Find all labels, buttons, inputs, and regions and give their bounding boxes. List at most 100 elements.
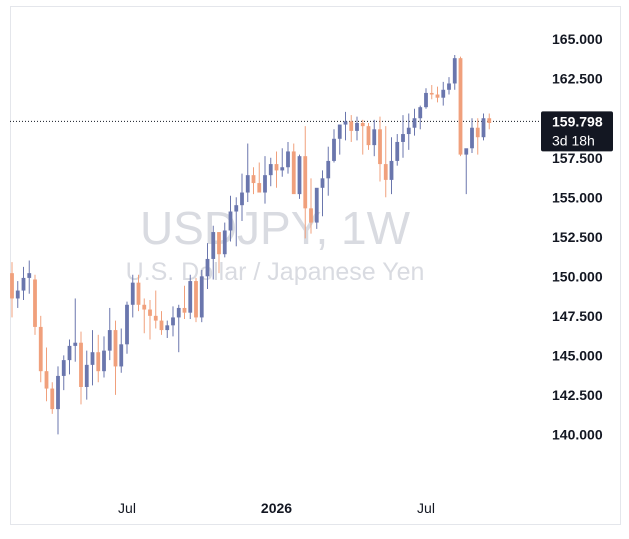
candle-body (441, 89, 446, 98)
candle[interactable] (171, 306, 175, 337)
candle[interactable] (274, 151, 279, 188)
candle[interactable] (406, 113, 411, 150)
candle[interactable] (343, 111, 348, 141)
candle[interactable] (119, 328, 124, 373)
candle[interactable] (337, 124, 342, 155)
candle[interactable] (211, 225, 216, 280)
candle-body (389, 160, 394, 180)
candle[interactable] (475, 118, 480, 155)
candle[interactable] (102, 336, 106, 378)
candle[interactable] (314, 187, 319, 229)
candle[interactable] (113, 320, 118, 395)
price-tick-label: 147.500 (552, 308, 603, 324)
candle[interactable] (38, 315, 43, 383)
candle[interactable] (366, 122, 371, 150)
candle[interactable] (165, 320, 170, 338)
candle[interactable] (424, 88, 428, 109)
candle[interactable] (130, 274, 135, 318)
candle[interactable] (464, 148, 469, 195)
candle[interactable] (268, 157, 273, 187)
candle[interactable] (360, 119, 365, 155)
candle[interactable] (297, 154, 302, 199)
candle-body (263, 175, 267, 193)
candle[interactable] (194, 277, 198, 323)
candle[interactable] (159, 311, 164, 335)
candle[interactable] (44, 347, 49, 402)
candle[interactable] (263, 156, 267, 204)
candle[interactable] (280, 148, 285, 177)
candle[interactable] (309, 178, 313, 234)
candle[interactable] (107, 307, 112, 361)
candle[interactable] (153, 290, 158, 329)
candle[interactable] (234, 197, 239, 247)
candle[interactable] (50, 382, 55, 414)
candle[interactable] (125, 301, 129, 354)
candle[interactable] (15, 281, 20, 308)
candle-body (211, 232, 216, 259)
candle[interactable] (458, 56, 463, 157)
candle[interactable] (217, 232, 221, 274)
candle[interactable] (401, 115, 405, 158)
candle[interactable] (303, 126, 308, 239)
candle[interactable] (79, 331, 83, 405)
candle[interactable] (96, 334, 101, 383)
candle[interactable] (429, 85, 434, 100)
candle[interactable] (349, 115, 354, 142)
candle[interactable] (61, 355, 66, 391)
candle[interactable] (222, 222, 227, 258)
price-axis[interactable]: 165.000162.500160.000157.500155.000152.5… (552, 31, 603, 442)
candle[interactable] (188, 274, 193, 320)
candle[interactable] (320, 170, 325, 217)
candle-body (429, 92, 434, 95)
candle[interactable] (73, 298, 78, 362)
candle[interactable] (378, 116, 382, 182)
candle[interactable] (199, 270, 204, 323)
candle[interactable] (84, 350, 89, 400)
candle[interactable] (389, 137, 394, 195)
candle[interactable] (481, 113, 486, 141)
time-axis[interactable]: Jul 2026 Jul (118, 500, 435, 516)
candle[interactable] (487, 113, 492, 130)
candle[interactable] (257, 162, 262, 193)
candle[interactable] (56, 366, 60, 435)
candle[interactable] (326, 146, 331, 196)
candle-body (332, 138, 336, 161)
candle[interactable] (452, 55, 457, 90)
candle[interactable] (205, 243, 210, 289)
candle[interactable] (10, 262, 14, 318)
candle[interactable] (441, 81, 446, 106)
candle[interactable] (245, 143, 250, 203)
candle[interactable] (142, 298, 147, 334)
candle[interactable] (286, 141, 290, 174)
candle[interactable] (21, 266, 26, 301)
candle[interactable] (148, 300, 152, 340)
candle[interactable] (27, 260, 32, 294)
candle-body (309, 208, 313, 223)
candle[interactable] (251, 167, 256, 195)
candle[interactable] (240, 173, 244, 221)
candle[interactable] (372, 119, 377, 157)
candle[interactable] (182, 285, 187, 320)
candle[interactable] (355, 116, 359, 141)
candle[interactable] (176, 304, 181, 353)
candle[interactable] (228, 195, 233, 242)
candle[interactable] (33, 274, 37, 335)
candle[interactable] (418, 105, 423, 130)
candle[interactable] (67, 339, 72, 375)
candle[interactable] (136, 274, 141, 312)
candle-body (217, 232, 221, 255)
candle[interactable] (412, 108, 417, 136)
candle[interactable] (470, 118, 474, 154)
candle-body (424, 92, 428, 108)
candle[interactable] (291, 143, 296, 195)
price-tick-label: 150.000 (552, 268, 603, 284)
candle[interactable] (383, 126, 388, 198)
candle[interactable] (332, 129, 336, 163)
candle[interactable] (435, 86, 440, 103)
candle[interactable] (447, 77, 451, 95)
candle-body (50, 388, 55, 410)
price-tick-label: 145.000 (552, 347, 603, 363)
candle[interactable] (395, 134, 400, 166)
candle[interactable] (90, 330, 95, 386)
